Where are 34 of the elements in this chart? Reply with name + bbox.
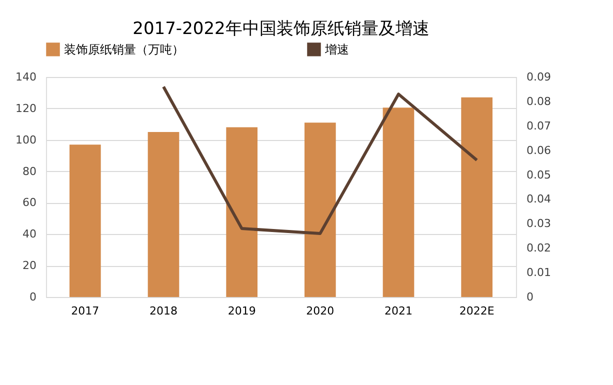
x-tick-label: 2017 [71,304,100,318]
x-tick-label: 2020 [306,304,334,318]
x-tick-label: 2021 [384,304,412,318]
x-tick-label: 2022E [459,304,494,318]
bar [382,108,414,297]
y2-tick-label: 0.07 [526,119,551,132]
bar [304,122,336,297]
y2-tick-label: 0.08 [526,94,551,108]
y-tick-label: 120 [16,102,36,115]
y-tick-label: 140 [16,70,36,84]
y-tick-label: 20 [22,259,36,272]
legend-label: 装饰原纸销量（万吨） [64,42,184,56]
y2-tick-label: 0.09 [526,70,551,84]
y-tick-label: 100 [16,133,36,146]
x-tick-label: 2018 [150,304,178,318]
bar [70,144,101,297]
legend-label: 增速 [324,42,349,56]
y-tick-label: 40 [22,228,36,241]
y2-tick-label: 0.04 [526,192,551,206]
y2-tick-label: 0.06 [526,144,551,157]
y2-tick-label: 0.05 [526,168,551,182]
line-series [162,85,478,235]
y2-tick-label: 0.02 [526,242,551,255]
y-tick-label: 0 [30,290,36,304]
y-tick-label: 80 [22,164,36,178]
chart-title: 2017-2022年中国装饰原纸销量及增速 [132,19,430,39]
y-tick-label: 60 [22,196,36,210]
bar [226,127,258,297]
y2-tick-label: 0.03 [526,217,551,230]
bar [148,132,180,297]
y2-tick-label: 0.01 [526,266,551,280]
y2-tick-label: 0 [526,290,534,304]
x-tick-label: 2019 [228,304,256,318]
bar [461,97,492,297]
